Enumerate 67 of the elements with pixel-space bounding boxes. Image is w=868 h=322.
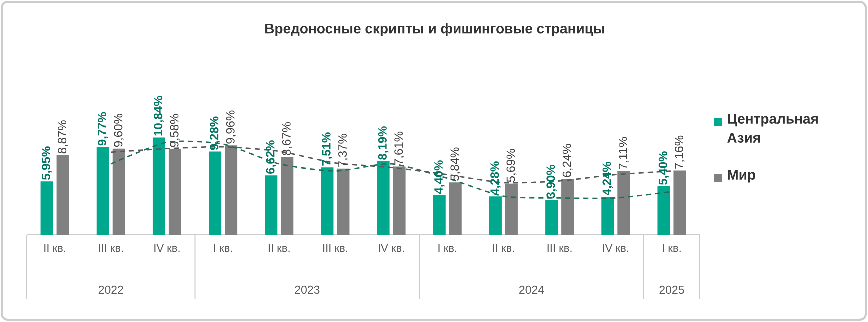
data-label: 9,28% xyxy=(210,116,220,150)
bar xyxy=(209,152,222,235)
data-label: 8,87% xyxy=(58,120,68,154)
data-label: 9,58% xyxy=(170,114,180,148)
bar xyxy=(602,196,614,235)
text: 2024 xyxy=(520,286,544,294)
data-label: 5,69% xyxy=(506,149,517,182)
bar xyxy=(168,149,182,235)
text: 2025 xyxy=(660,286,684,294)
data-label: 7,11% xyxy=(618,137,629,170)
bar xyxy=(112,148,126,235)
bar xyxy=(489,196,502,235)
data-label: 5,84% xyxy=(450,148,461,181)
data-label: 9,96% xyxy=(226,110,236,144)
bar xyxy=(562,178,574,235)
bar xyxy=(505,184,518,235)
bar xyxy=(281,157,294,235)
x-tick-label: II кв. xyxy=(44,244,66,252)
x-tick-label: III кв. xyxy=(548,244,572,252)
data-label: 7,37% xyxy=(338,134,348,168)
x-tick-label: III кв. xyxy=(324,244,348,252)
data-label: 4,40% xyxy=(434,160,445,194)
x-tick-label: IV кв. xyxy=(154,244,180,252)
bar xyxy=(433,196,446,235)
data-label: 6,24% xyxy=(562,144,573,178)
data-label: 9,60% xyxy=(114,114,124,148)
bar xyxy=(449,182,462,235)
legend-label: Центральная Азия xyxy=(728,114,818,143)
bar xyxy=(96,147,110,235)
text: 2023 xyxy=(295,286,320,294)
bar xyxy=(618,171,630,235)
bar xyxy=(546,200,558,235)
bar xyxy=(321,168,334,235)
x-tick-label: IV кв. xyxy=(603,244,628,252)
bar xyxy=(658,186,670,235)
bar xyxy=(265,176,278,235)
bar xyxy=(152,138,166,235)
data-label: 4,28% xyxy=(490,162,501,196)
x-tick-label: III кв. xyxy=(99,244,124,252)
chart-title: Вредоносные скрипты и фишинговые страницы xyxy=(266,23,604,37)
text: 2022 xyxy=(98,286,124,294)
data-label: 10,84% xyxy=(154,96,164,136)
bar xyxy=(674,170,686,235)
x-tick-label: II кв. xyxy=(268,244,290,252)
x-tick-label: I кв. xyxy=(663,244,681,252)
data-label: 5,95% xyxy=(42,146,52,180)
data-label: 4,24% xyxy=(602,162,614,196)
bar xyxy=(377,161,390,235)
data-label: 8,19% xyxy=(378,126,389,160)
x-tick-label: IV кв. xyxy=(378,244,404,252)
x-tick-label: I кв. xyxy=(438,244,457,252)
data-label: 9,77% xyxy=(98,112,108,146)
x-tick-label: II кв. xyxy=(493,244,514,252)
bar xyxy=(225,146,238,235)
bar xyxy=(40,182,54,235)
legend-label: Мир xyxy=(728,170,756,183)
data-label: 6,62% xyxy=(266,140,277,174)
data-label: 3,90% xyxy=(546,165,557,199)
data-label: 5,40% xyxy=(658,152,670,185)
data-label: 7,16% xyxy=(675,136,685,169)
data-label: 7,51% xyxy=(322,132,333,166)
bar xyxy=(56,155,70,235)
bar xyxy=(393,166,406,235)
x-tick-label: I кв. xyxy=(214,244,232,252)
data-label: 7,61% xyxy=(394,132,405,165)
bar xyxy=(337,168,350,235)
data-label: 8,67% xyxy=(282,122,292,156)
